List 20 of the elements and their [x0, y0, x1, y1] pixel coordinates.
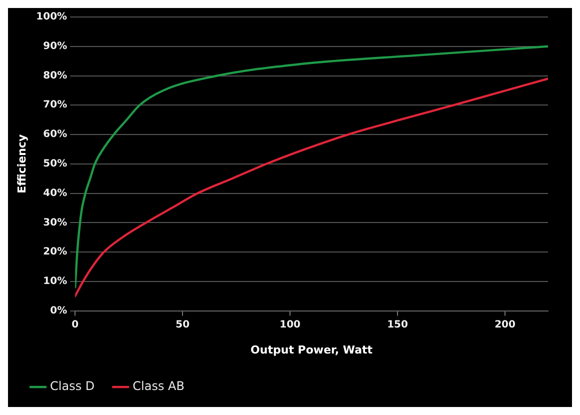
legend-label: Class AB [132, 379, 184, 394]
y-tick-label: 70% [43, 100, 68, 111]
x-tick-label: 100 [280, 319, 301, 330]
x-axis-title: Output Power, Watt [250, 343, 373, 356]
y-tick-label: 60% [43, 129, 68, 140]
y-tick-label: 0% [50, 305, 68, 316]
y-tick-label: 40% [43, 188, 68, 199]
y-tick-label: 80% [43, 70, 68, 82]
y-tick-label: 50% [43, 158, 68, 170]
y-axis-title: Efficiency [15, 134, 28, 194]
y-tick-label: 100% [36, 12, 68, 23]
y-tick-label: 20% [43, 246, 68, 258]
x-tick-label: 50 [176, 319, 190, 330]
legend-label: Class D [50, 379, 95, 394]
x-tick-label: 200 [494, 319, 516, 330]
y-tick-label: 10% [43, 276, 68, 288]
y-tick-label: 30% [43, 217, 68, 228]
x-tick-label: 0 [72, 319, 79, 330]
x-tick-label: 150 [387, 319, 408, 330]
y-tick-label: 90% [43, 40, 68, 52]
